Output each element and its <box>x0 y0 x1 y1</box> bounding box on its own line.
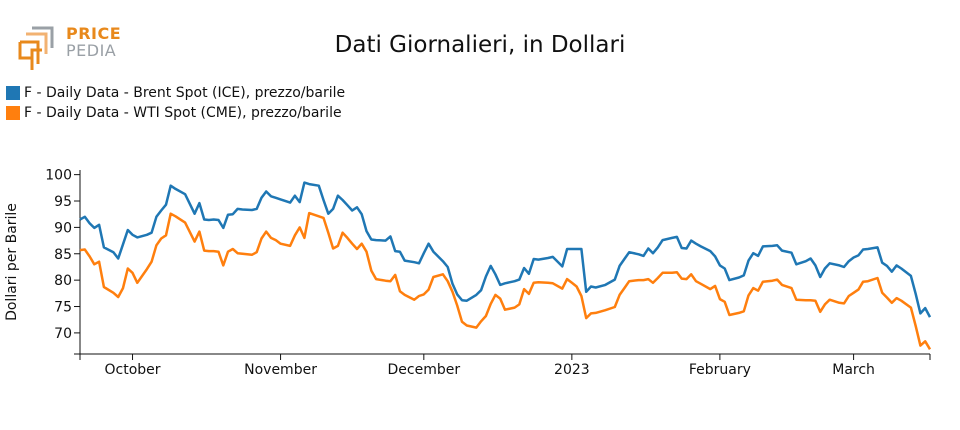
y-tick-label: 75 <box>54 300 72 316</box>
legend-swatch-brent <box>6 86 20 100</box>
x-tick-label: February <box>689 362 751 378</box>
chart-title: Dati Giornalieri, in Dollari <box>334 32 626 58</box>
y-tick-label: 80 <box>54 273 72 289</box>
legend-swatch-wti <box>6 106 20 120</box>
logo-text-pedia: PEDIA <box>66 41 117 60</box>
x-tick-label: 2023 <box>554 362 590 378</box>
y-tick-label: 90 <box>54 220 72 236</box>
legend-item-brent[interactable]: F - Daily Data - Brent Spot (ICE), prezz… <box>6 84 345 102</box>
x-tick-label: December <box>388 362 461 378</box>
pricepedia-logo: PRICE PEDIA <box>18 24 128 74</box>
logo-mark-icon <box>18 26 54 70</box>
logo-text-price: PRICE <box>66 24 122 43</box>
x-axis: October November December 2023 February March <box>79 353 931 378</box>
y-tick-label: 100 <box>45 168 72 184</box>
y-tick-label: 95 <box>54 194 72 210</box>
series-line-wti[interactable] <box>79 211 932 350</box>
series-line-brent[interactable] <box>79 181 932 318</box>
series-layer <box>79 181 932 350</box>
y-tick-label: 70 <box>54 326 72 342</box>
y-tick-label: 85 <box>54 247 72 263</box>
x-tick-label: October <box>105 362 161 378</box>
legend-label-wti: F - Daily Data - WTI Spot (CME), prezzo/… <box>24 105 342 121</box>
legend-item-wti[interactable]: F - Daily Data - WTI Spot (CME), prezzo/… <box>6 104 342 122</box>
y-axis-title: Dollari per Barile <box>4 203 20 321</box>
x-tick-label: March <box>832 362 875 378</box>
x-tick-label: November <box>244 362 317 378</box>
legend-label-brent: F - Daily Data - Brent Spot (ICE), prezz… <box>24 85 346 101</box>
y-axis: 70 75 80 85 90 95 100 <box>45 168 81 355</box>
